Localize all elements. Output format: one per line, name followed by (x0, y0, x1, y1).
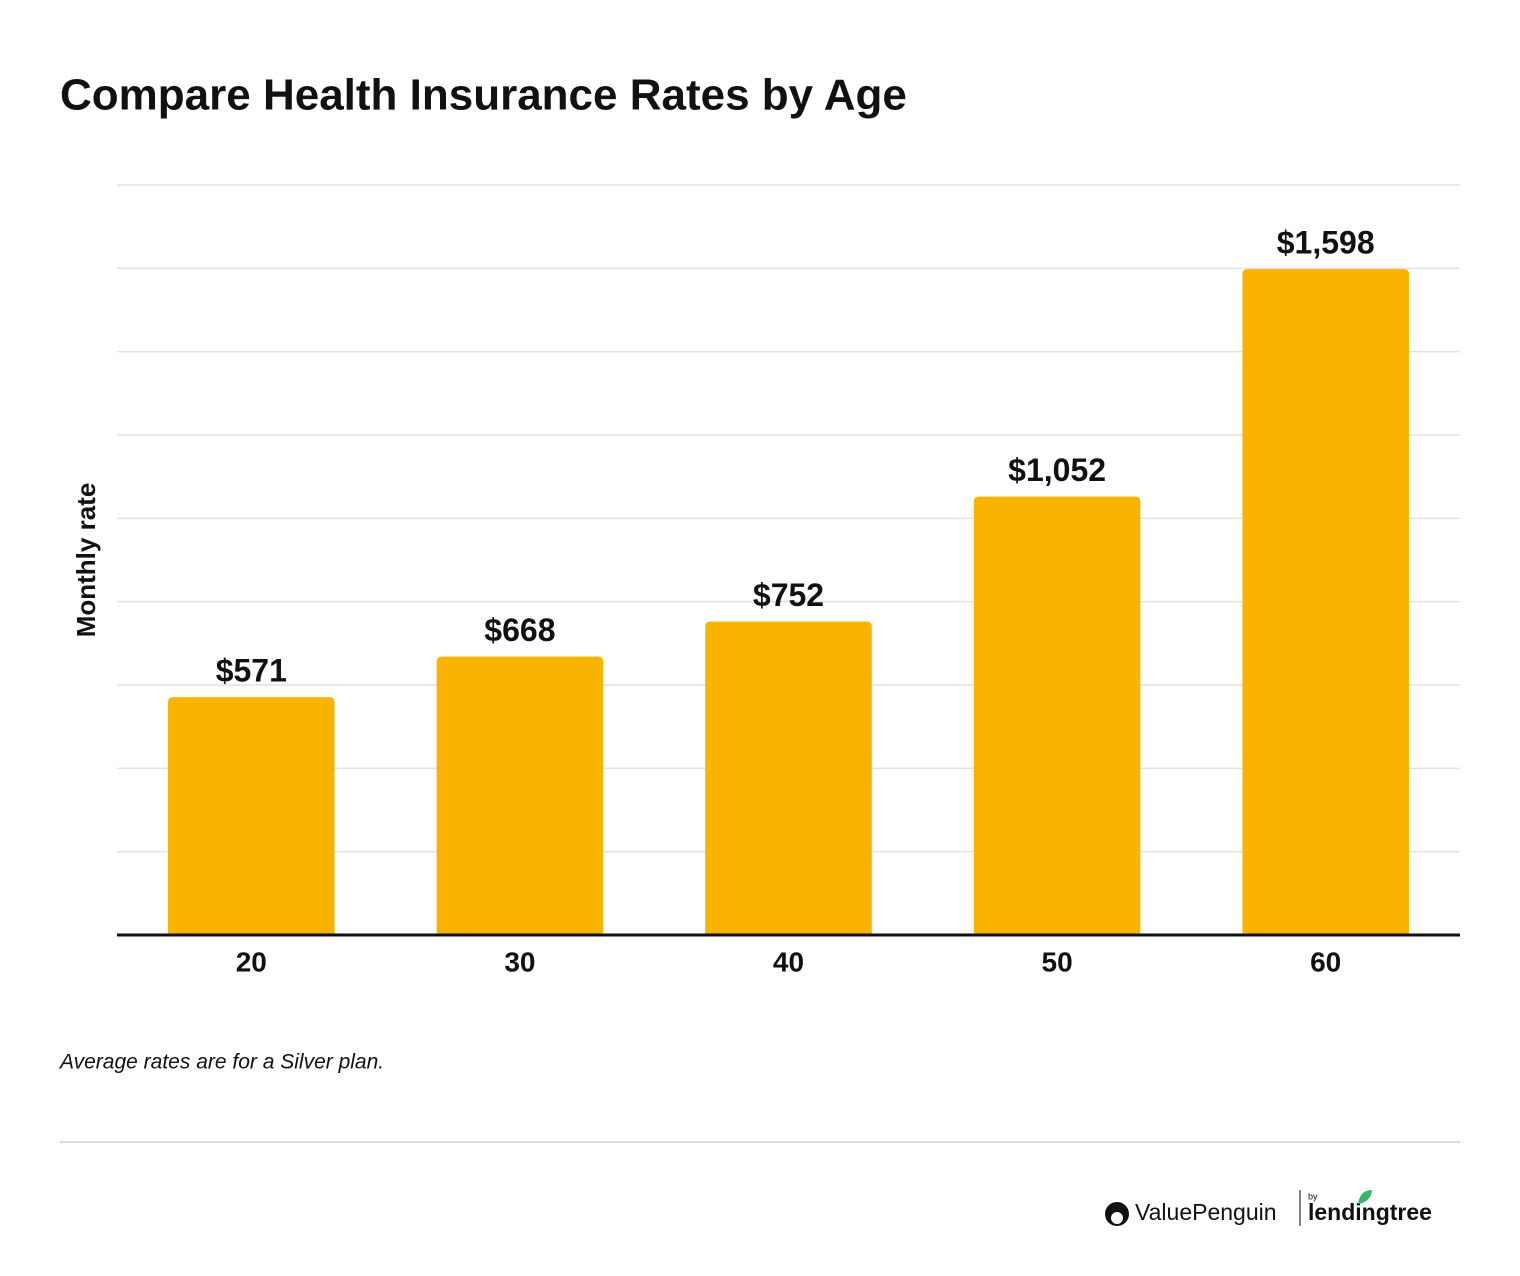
bar (168, 697, 335, 935)
by: by (1308, 1191, 1318, 1201)
bar (1242, 269, 1409, 936)
chart-title: Compare Health Insurance Rates by Age (60, 71, 907, 120)
y-axis-label: Monthly rate (71, 483, 101, 638)
leaf-icon (1358, 1190, 1372, 1204)
x-tick-label: 50 (1042, 946, 1073, 977)
bar (436, 656, 604, 935)
footnote: Average rates are for a Silver plan. (58, 1051, 384, 1074)
value-label: $1,598 (1277, 225, 1375, 261)
value-label: $668 (484, 612, 555, 648)
logo: ValuePenguin by lendingtree (1105, 1190, 1432, 1226)
x-tick-label: 40 (773, 946, 804, 977)
brand: ValuePenguin (1135, 1199, 1277, 1225)
value-label: $571 (216, 653, 287, 689)
x-tick-label: 30 (504, 946, 535, 977)
bar (705, 621, 872, 935)
penguin-belly (1111, 1212, 1123, 1224)
value-label: $752 (753, 577, 824, 613)
x-tick-label: 60 (1310, 946, 1341, 977)
value-label: $1,052 (1008, 452, 1106, 488)
x-tick-label: 20 (236, 946, 267, 977)
bar (973, 496, 1141, 935)
parent-brand: lendingtree (1308, 1199, 1432, 1225)
